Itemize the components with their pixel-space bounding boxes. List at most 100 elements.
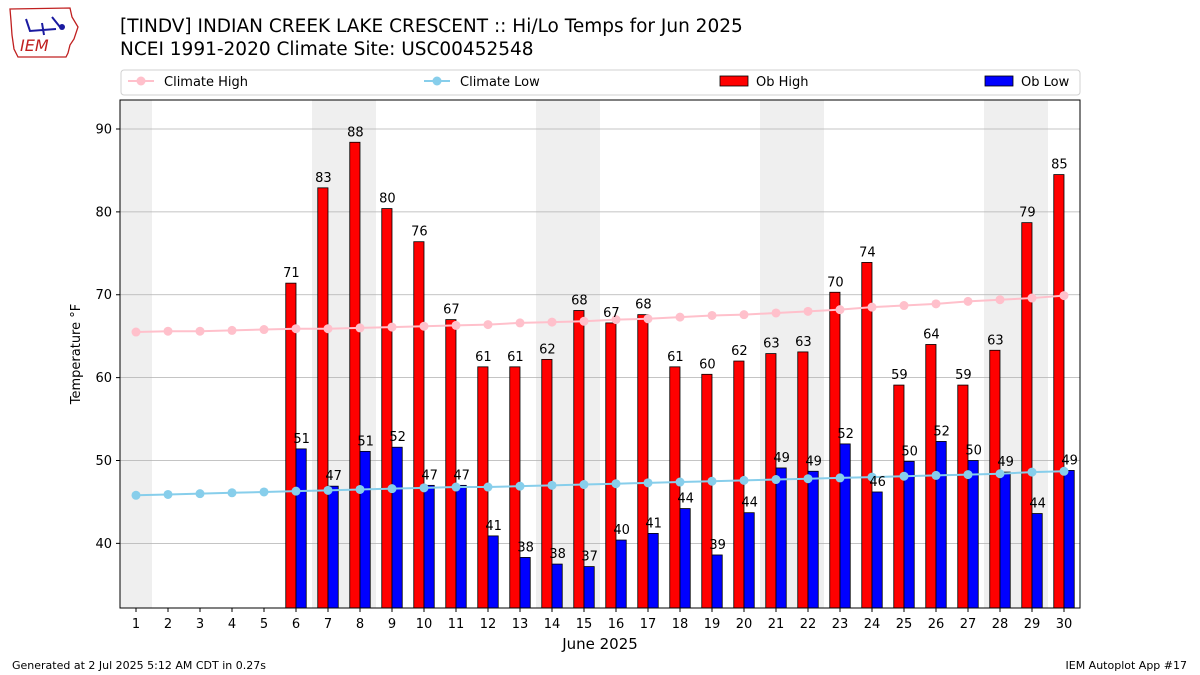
climate-high-point [995,295,1005,305]
ob-high-bar [989,349,1001,609]
climate-low-point [963,470,973,480]
ob-low-bar [871,491,883,609]
climate-high-point [675,312,685,322]
climate-high-point [419,321,429,331]
climate-high-point [451,320,461,330]
ob-low-label: 52 [837,427,854,442]
ob-low-bar [1031,513,1043,609]
ob-high-bar [893,384,905,609]
y-tick-label: 60 [95,371,112,386]
y-tick-label: 70 [95,288,112,303]
ob-high-label: 79 [1019,206,1036,221]
ob-low-label: 51 [357,434,374,449]
x-tick-label: 30 [1056,617,1073,632]
ob-low-label: 49 [1061,453,1078,468]
x-tick-label: 8 [356,617,364,632]
ob-high-bar [1021,222,1033,609]
climate-high-point [387,322,397,332]
ob-low-bar [487,535,499,609]
x-tick-label: 7 [324,617,332,632]
x-tick-label: 13 [512,617,529,632]
ob-high-bar [957,384,969,609]
climate-low-point [227,488,237,498]
climate-high-point [547,317,557,327]
climate-low-point [899,471,909,481]
ob-high-label: 64 [923,327,940,342]
ob-high-label: 67 [443,303,460,318]
chart-subtitle: NCEI 1991-2020 Climate Site: USC00452548 [120,39,534,60]
y-axis-label: Temperature °F [69,304,84,405]
ob-low-bar [391,446,403,609]
weekend-band [120,100,152,608]
ob-low-label: 38 [549,547,566,562]
ob-high-label: 59 [891,368,908,383]
x-tick-label: 22 [800,617,817,632]
climate-low-point [771,475,781,485]
climate-low-point [547,480,557,490]
x-tick-label: 23 [832,617,849,632]
climate-low-point [483,482,493,492]
climate-low-point [387,484,397,494]
climate-low-point [739,475,749,485]
x-tick-label: 16 [608,617,625,632]
climate-low-point [611,479,621,489]
ob-low-label: 44 [741,496,758,511]
ob-low-label: 39 [709,538,726,553]
climate-low-point [195,489,205,499]
ob-high-bar [605,322,617,609]
climate-high-point [515,318,525,328]
plot-frame [119,99,1081,609]
ob-low-bar [999,471,1011,609]
ob-low-label: 50 [965,443,982,458]
climate-low-point [451,482,461,492]
climate-high-line [135,294,1065,334]
ob-low-bar [903,460,915,609]
climate-low-point [579,480,589,490]
y-tick-label: 40 [95,537,112,552]
x-tick-label: 17 [640,617,657,632]
ob-low-label: 38 [517,540,534,555]
ob-high-label: 61 [507,350,524,365]
x-tick-label: 4 [228,617,236,632]
y-tick-label: 80 [95,205,112,220]
climate-high-point [867,302,877,312]
ob-high-bar [317,187,329,609]
ob-low-bar [519,557,531,609]
ob-high-bar [669,366,681,609]
x-tick-label: 26 [928,617,945,632]
ob-low-label: 51 [293,432,310,447]
ob-high-label: 67 [603,306,620,321]
x-tick-label: 3 [196,617,204,632]
climate-high-point [323,324,333,334]
legend-climate-low-label: Climate Low [460,75,540,90]
climate-high-point [355,323,365,333]
x-tick-label: 11 [448,617,465,632]
ob-low-bar [551,563,563,609]
x-tick-label: 29 [1024,617,1041,632]
climate-lines [131,291,1069,500]
ob-low-bar [1063,470,1075,609]
ob-low-label: 37 [581,550,598,565]
ob-high-label: 88 [347,125,364,140]
x-tick-label: 25 [896,617,913,632]
ob-low-label: 49 [805,454,822,469]
ob-high-label: 83 [315,171,332,186]
ob-high-bar [445,319,457,609]
ob-low-label: 49 [773,451,790,466]
climate-low-line [135,470,1065,497]
ob-high-bar [1053,174,1065,609]
app-label: IEM Autoplot App #17 [1065,659,1188,672]
ob-low-label: 44 [1029,497,1046,512]
ob-low-bar [615,539,627,609]
climate-low-point [995,469,1005,479]
climate-high-point [483,320,493,330]
x-tick-label: 24 [864,617,881,632]
x-tick-label: 10 [416,617,433,632]
ob-high-label: 68 [571,293,588,308]
climate-high-point [579,316,589,326]
ob-low-label: 46 [869,475,886,490]
ob-high-bar [861,262,873,609]
ob-low-label: 44 [677,492,694,507]
ob-high-label: 85 [1051,158,1068,173]
climate-high-point [163,326,173,336]
